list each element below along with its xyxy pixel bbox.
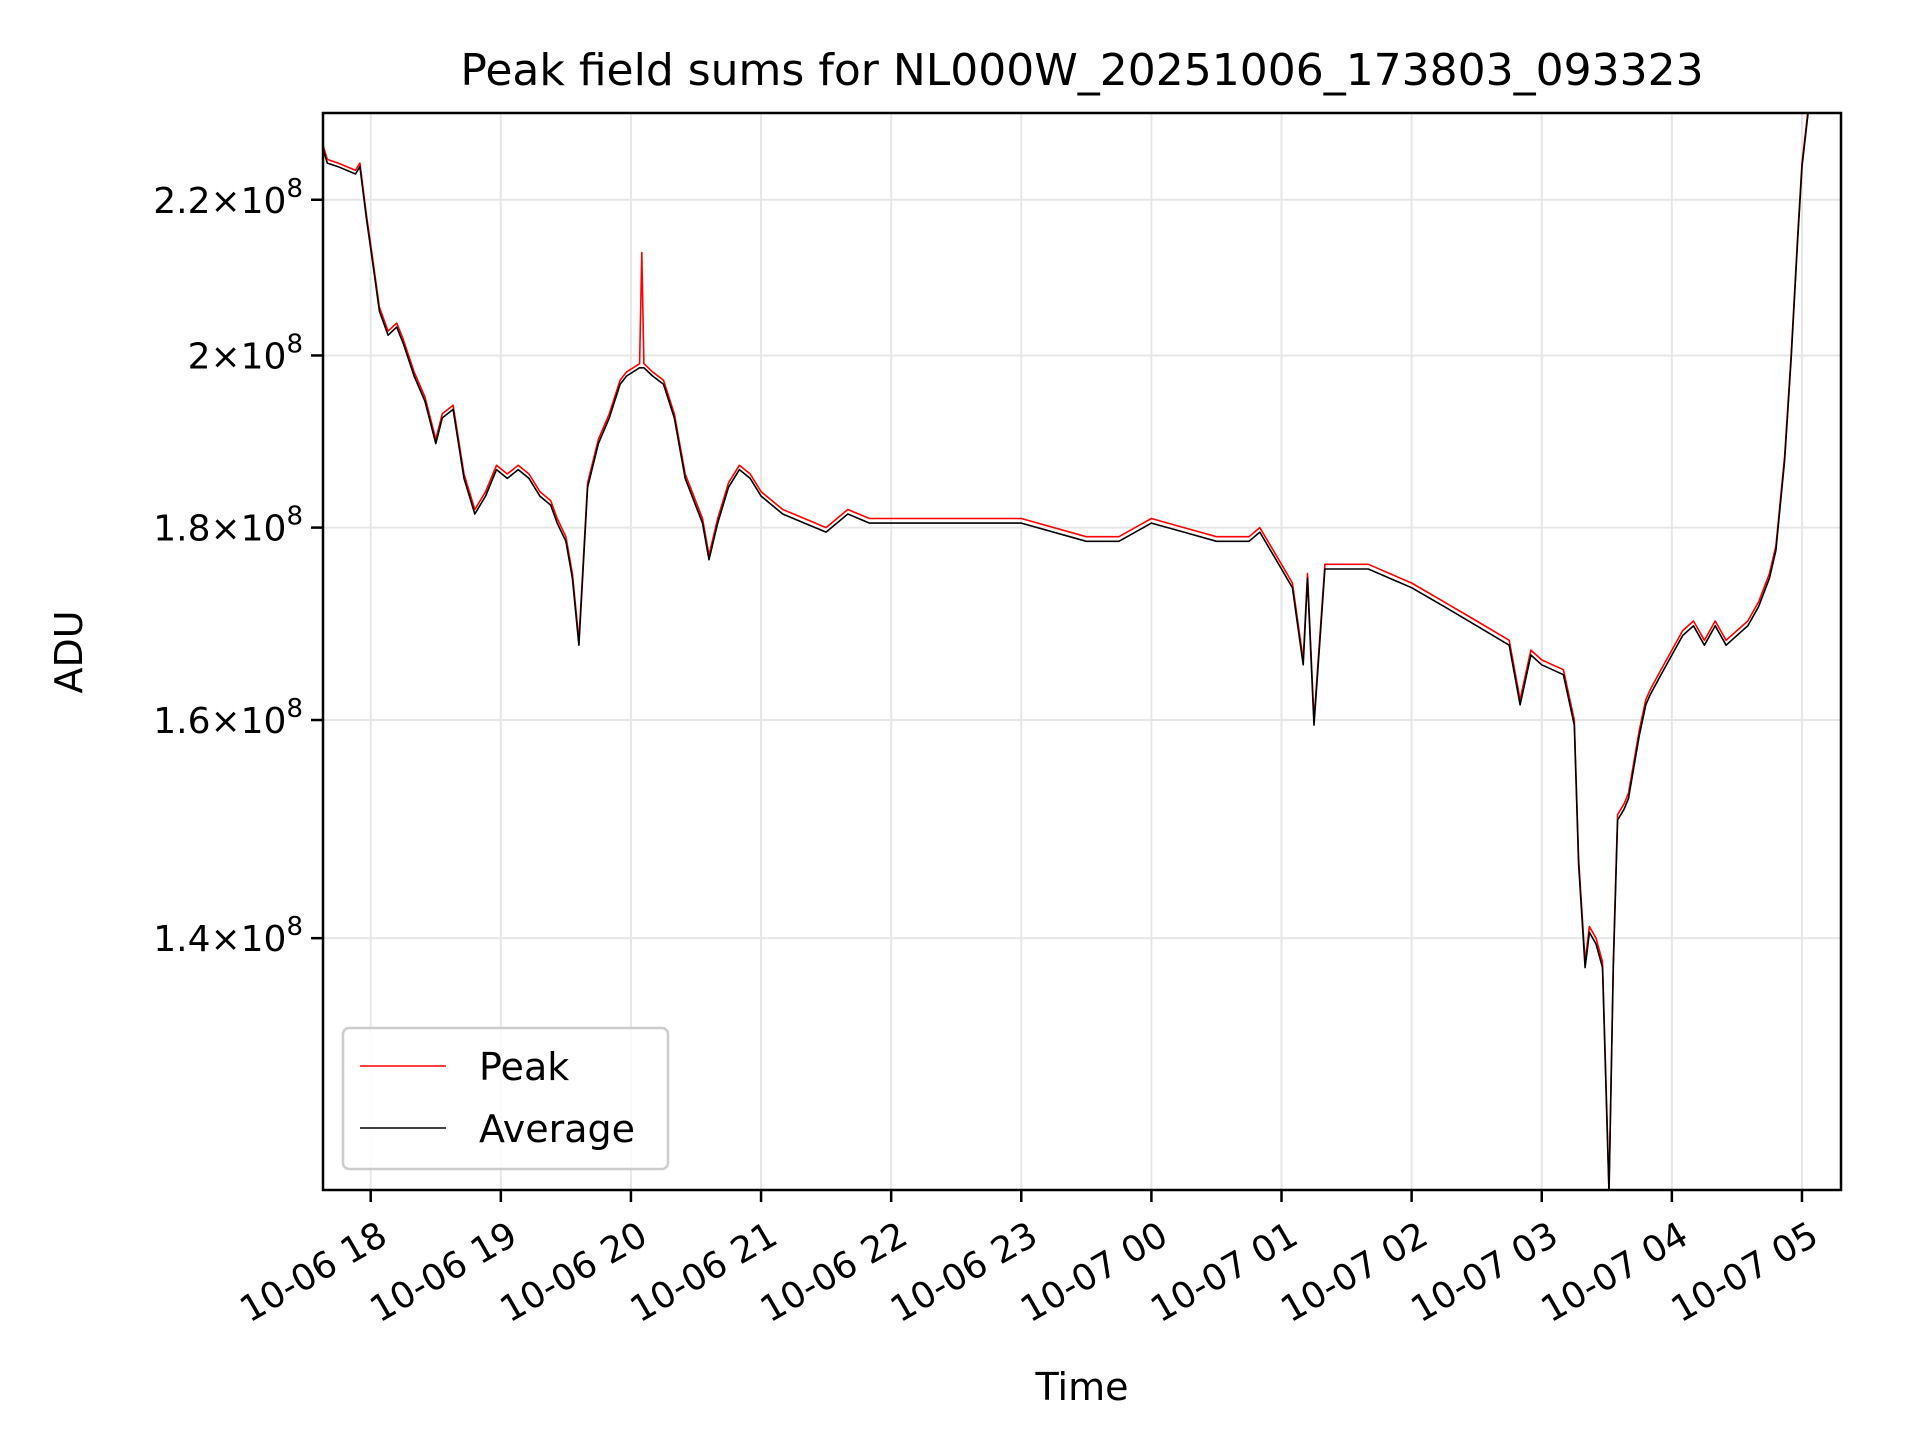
y-axis-label: ADU xyxy=(47,610,91,693)
y-tick-label: 1.6×108 xyxy=(153,694,303,742)
y-axis: 1.4×108 1.6×108 1.8×108 2×108 2.2×108 xyxy=(153,174,323,960)
y-tick-label: 1.4×108 xyxy=(153,912,303,960)
series-layer xyxy=(323,113,1809,1190)
y-tick-label: 2.2×108 xyxy=(153,174,303,222)
chart-title: Peak field sums for NL000W_20251006_1738… xyxy=(460,45,1703,96)
legend-box xyxy=(341,1026,670,1171)
series-line-average xyxy=(323,113,1809,1190)
y-tick-label: 1.8×108 xyxy=(153,502,303,550)
legend-label-average: Average xyxy=(479,1107,635,1151)
plot-frame xyxy=(321,111,1843,1192)
series-line-peak xyxy=(323,113,1809,1190)
y-tick-label: 2×108 xyxy=(188,329,303,377)
legend: Peak Average xyxy=(341,1026,670,1171)
legend-label-peak: Peak xyxy=(479,1045,569,1089)
x-axis-label: Time xyxy=(1035,1365,1129,1409)
